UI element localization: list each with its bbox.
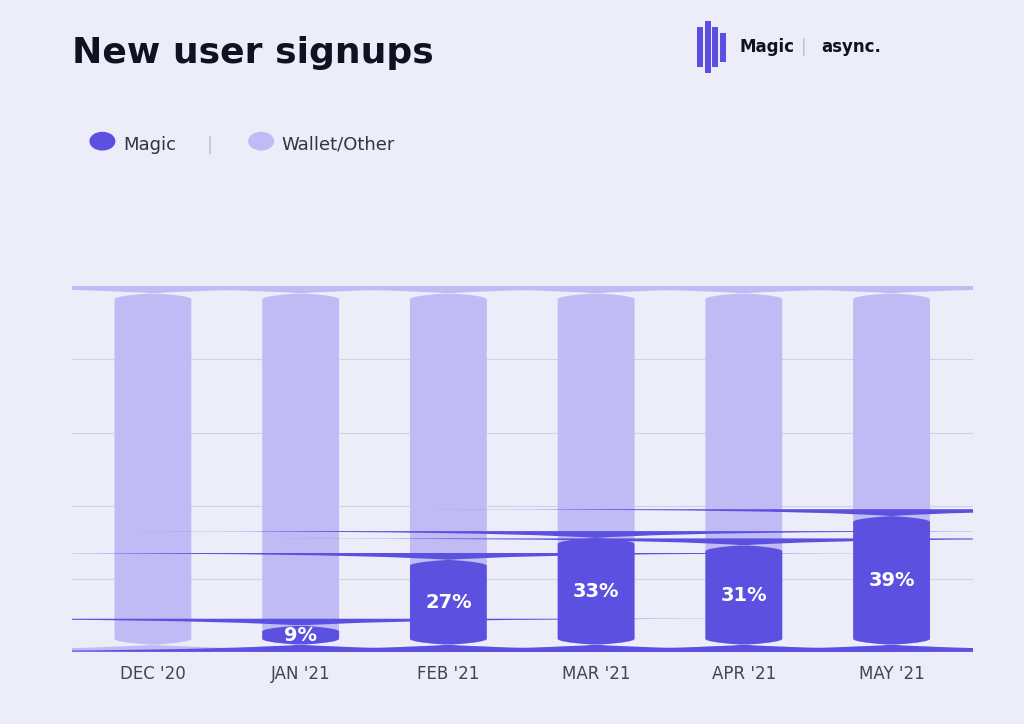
Text: Wallet/Other: Wallet/Other bbox=[282, 136, 395, 153]
Text: async.: async. bbox=[821, 38, 881, 56]
Bar bbox=[705, 21, 711, 73]
Text: Magic: Magic bbox=[739, 38, 795, 56]
Text: |: | bbox=[207, 136, 213, 153]
Text: |: | bbox=[801, 38, 807, 56]
FancyBboxPatch shape bbox=[0, 287, 632, 652]
FancyBboxPatch shape bbox=[0, 619, 779, 652]
FancyBboxPatch shape bbox=[265, 287, 1024, 652]
Bar bbox=[720, 33, 726, 62]
FancyBboxPatch shape bbox=[0, 287, 779, 652]
FancyBboxPatch shape bbox=[118, 287, 1024, 652]
Text: 31%: 31% bbox=[721, 586, 767, 605]
FancyBboxPatch shape bbox=[118, 531, 1024, 652]
Text: 39%: 39% bbox=[868, 571, 914, 590]
Text: New user signups: New user signups bbox=[72, 36, 433, 70]
FancyBboxPatch shape bbox=[413, 287, 1024, 652]
Text: 9%: 9% bbox=[284, 626, 317, 644]
FancyBboxPatch shape bbox=[265, 539, 1024, 652]
Text: 33%: 33% bbox=[572, 582, 620, 601]
FancyBboxPatch shape bbox=[0, 287, 927, 652]
Text: 27%: 27% bbox=[425, 593, 472, 612]
Bar bbox=[713, 27, 718, 67]
FancyBboxPatch shape bbox=[413, 509, 1024, 652]
FancyBboxPatch shape bbox=[0, 553, 927, 652]
Bar bbox=[697, 27, 703, 67]
Text: Magic: Magic bbox=[123, 136, 176, 153]
